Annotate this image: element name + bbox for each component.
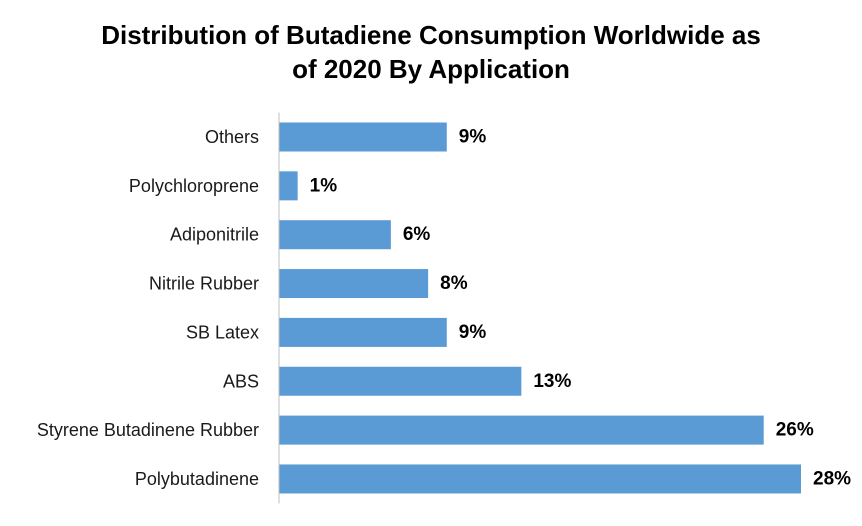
data-label-abs: 13% xyxy=(533,371,571,392)
data-label-polybutadinene: 28% xyxy=(813,468,851,489)
category-labels: Others Polychloroprene Adiponitrile Nitrile… xyxy=(37,127,259,489)
bar-sb-latex xyxy=(279,317,447,347)
bar-nitrile-rubber xyxy=(279,269,429,299)
category-label-polychloroprene: Polychloroprene xyxy=(129,176,259,196)
category-label-styrene-butadinene-rubber: Styrene Butadinene Rubber xyxy=(37,420,259,440)
bar-abs xyxy=(279,366,522,396)
chart-title: Distribution of Butadiene Consumption Wo… xyxy=(0,18,862,86)
bar-adiponitrile xyxy=(279,220,391,250)
data-label-nitrile-rubber: 8% xyxy=(440,273,468,294)
bar-polychloroprene xyxy=(279,171,298,201)
data-label-polychloroprene: 1% xyxy=(310,175,338,196)
bar-polybutadinene xyxy=(279,464,801,494)
chart-title-line-2: of 2020 By Application xyxy=(292,54,570,84)
data-label-adiponitrile: 6% xyxy=(403,224,431,245)
chart-title-line-1: Distribution of Butadiene Consumption Wo… xyxy=(101,20,761,50)
data-labels: 9% 1% 6% 8% 9% 13% 26% 28% xyxy=(310,127,851,490)
category-label-adiponitrile: Adiponitrile xyxy=(170,225,259,245)
data-label-sb-latex: 9% xyxy=(459,322,487,343)
category-label-nitrile-rubber: Nitrile Rubber xyxy=(149,274,259,294)
bar-styrene-butadinene-rubber xyxy=(279,415,764,445)
data-label-others: 9% xyxy=(459,127,487,148)
category-label-others: Others xyxy=(205,127,259,147)
category-label-polybutadinene: Polybutadinene xyxy=(135,469,259,489)
bar-others xyxy=(279,122,447,152)
category-label-sb-latex: SB Latex xyxy=(186,322,259,342)
category-label-abs: ABS xyxy=(223,371,259,391)
bars xyxy=(279,122,801,494)
data-label-styrene-butadinene-rubber: 26% xyxy=(776,420,814,441)
